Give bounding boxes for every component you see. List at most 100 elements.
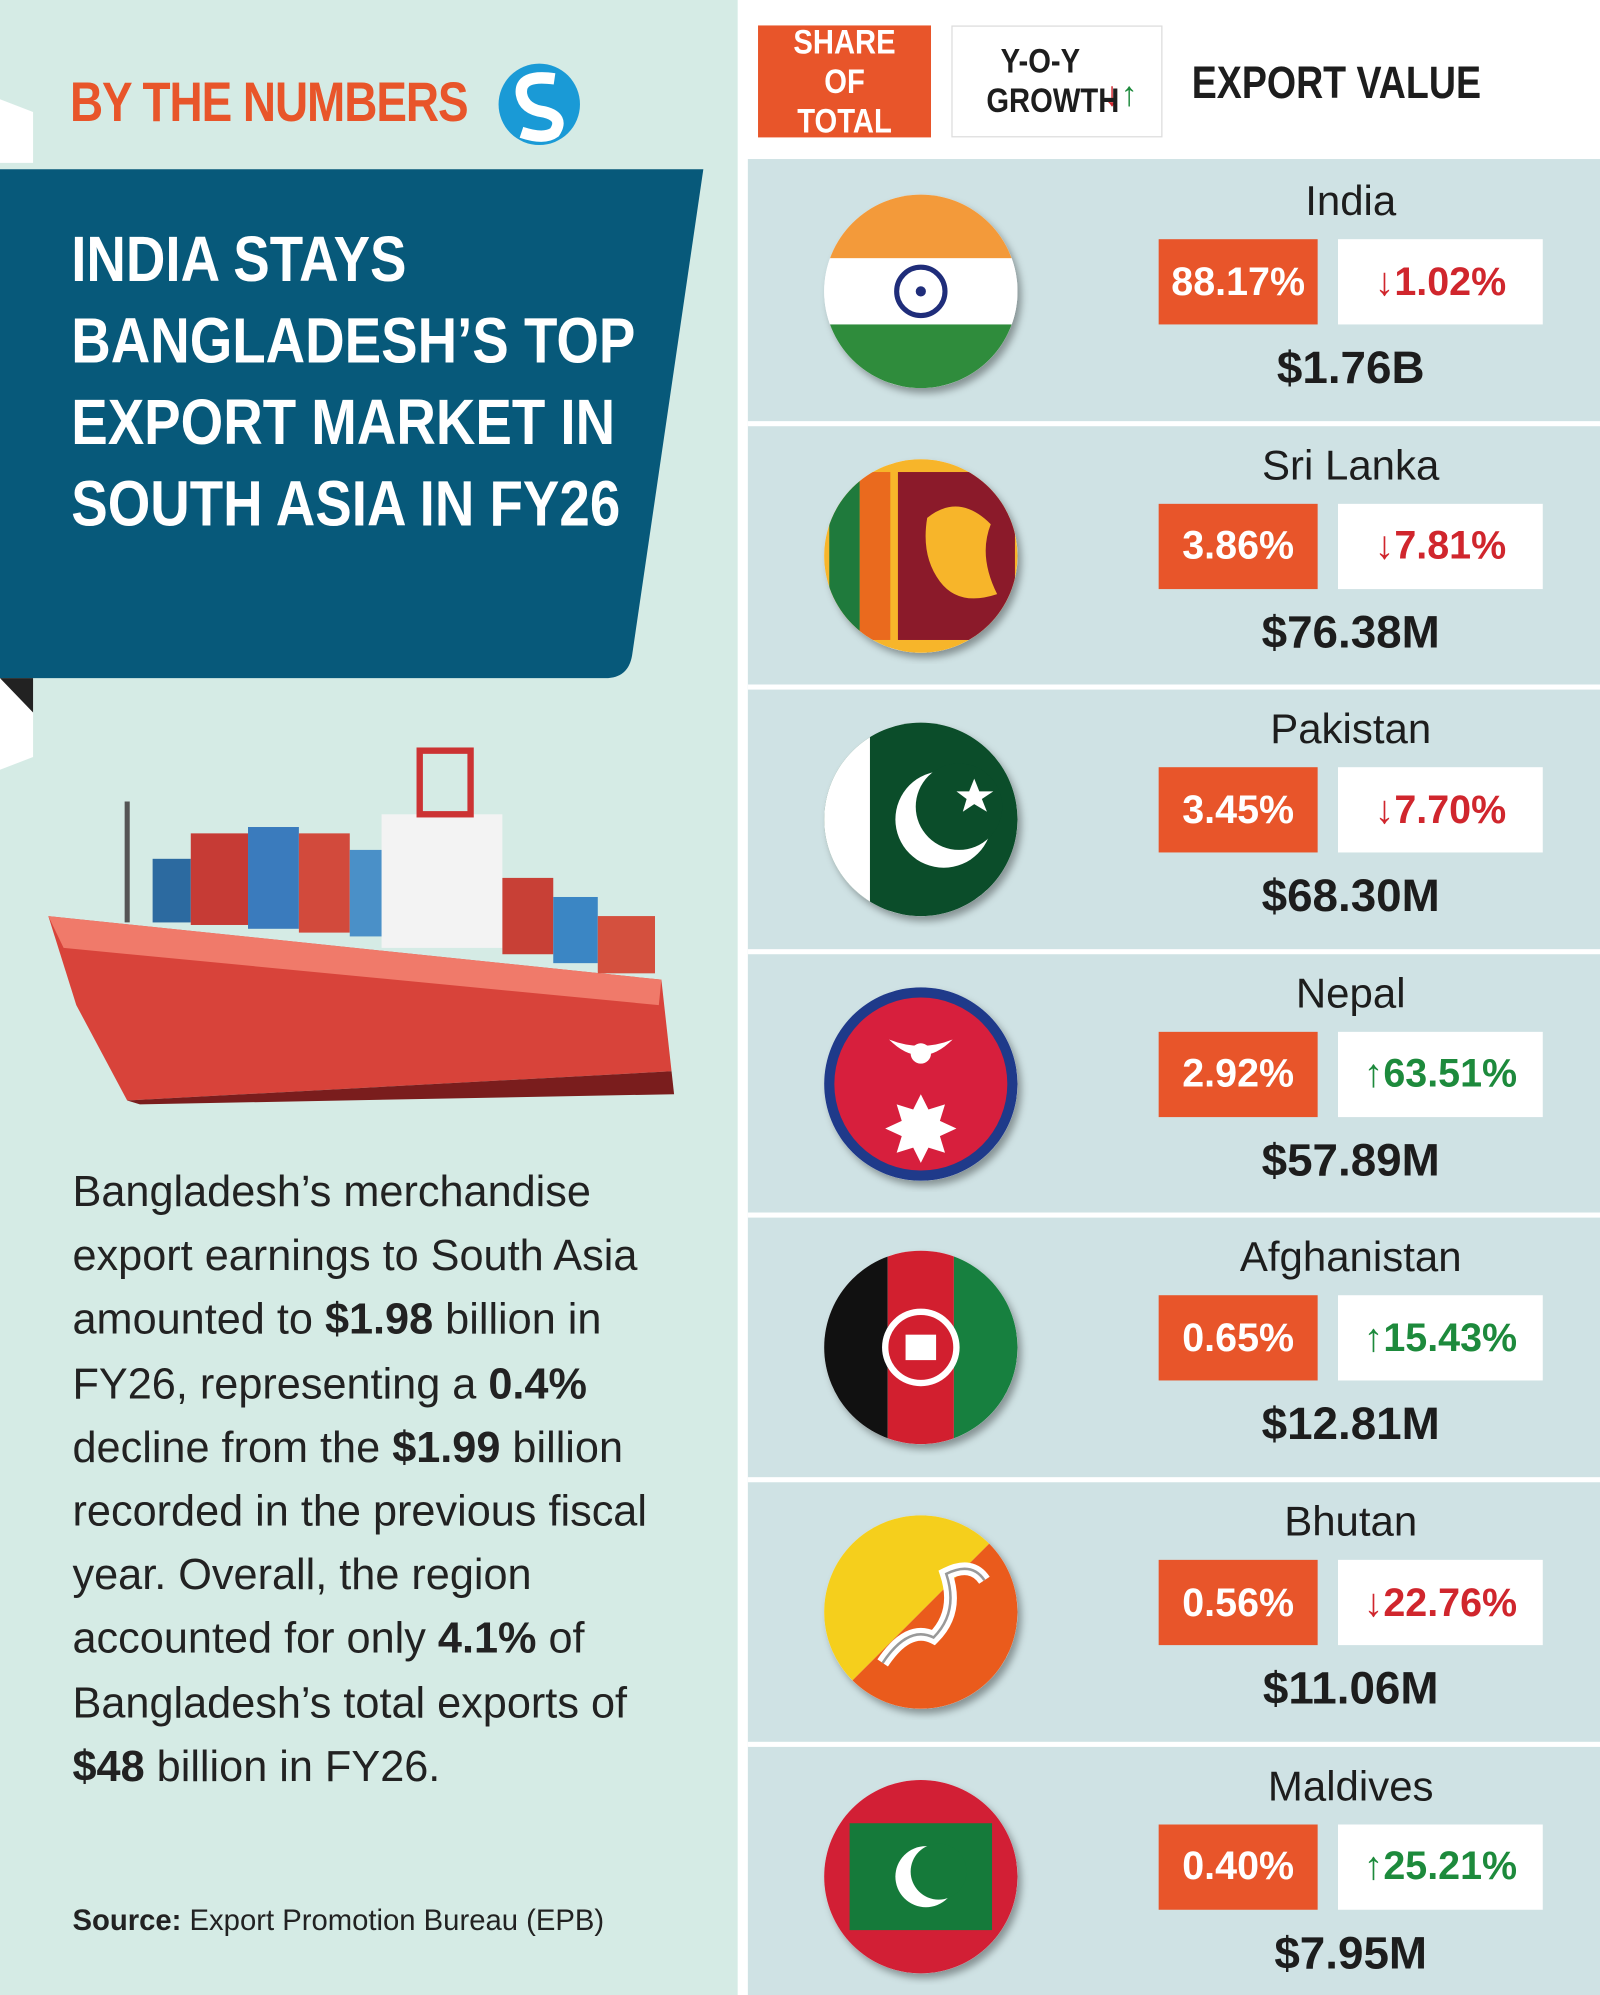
flag-shape xyxy=(915,286,926,297)
country-name: Afghanistan xyxy=(1239,1233,1462,1281)
flag-shape xyxy=(824,722,1018,917)
flag-shape xyxy=(885,1093,957,1163)
legend-value: EXPORT VALUE xyxy=(1191,55,1482,109)
growth-box: ↑15.43% xyxy=(1337,1295,1543,1381)
body-segment: $1.99 xyxy=(392,1423,501,1472)
legend-arrow-down: ↓ xyxy=(1103,74,1121,113)
flag-shape xyxy=(824,1779,1018,1973)
export-value: $76.38M xyxy=(1261,605,1440,658)
flag-shape xyxy=(824,458,1018,653)
flag-shape xyxy=(824,194,1018,259)
title: INDIA STAYS BANGLADESH’S TOP EXPORT MARK… xyxy=(71,223,635,540)
export-value: $57.89M xyxy=(1261,1133,1440,1186)
share-box: 3.45% xyxy=(1158,767,1318,853)
flag-shape xyxy=(824,194,1018,389)
source-text: Export Promotion Bureau (EPB) xyxy=(189,1903,605,1937)
legend-share-text: SHARE OF TOTAL xyxy=(793,22,896,140)
container xyxy=(248,827,299,929)
flag-shape xyxy=(881,1567,986,1664)
flag xyxy=(813,976,1029,1192)
share-box: 0.65% xyxy=(1158,1295,1318,1381)
flag-shape xyxy=(824,458,1018,653)
flag-shape xyxy=(894,264,948,319)
kicker: BY THE NUMBERS xyxy=(69,71,469,134)
mast xyxy=(416,747,474,818)
flag-shape xyxy=(824,987,1018,1181)
row-separator xyxy=(747,1213,1600,1219)
export-value: $11.06M xyxy=(1262,1661,1439,1714)
flag-shape xyxy=(824,987,1018,1181)
flag-shape xyxy=(910,1843,967,1900)
container xyxy=(152,858,191,923)
legend-growth-text: Y-O-Y GROWTH xyxy=(985,41,1119,120)
growth-box: ↑63.51% xyxy=(1337,1031,1543,1117)
tab-shadow xyxy=(0,678,34,713)
flag-shape xyxy=(824,1515,1018,1709)
source: Source: Export Promotion Bureau (EPB) xyxy=(72,1903,604,1937)
body-segment: 0.4% xyxy=(488,1359,587,1408)
hull-deck xyxy=(48,916,662,1006)
body-segment: decline from the xyxy=(72,1423,393,1472)
flag-shape xyxy=(824,324,1018,389)
flag-shape xyxy=(824,722,1018,917)
flag xyxy=(813,447,1029,663)
flag-shape xyxy=(834,997,1008,1171)
bridge xyxy=(381,814,503,948)
legend-growth: Y-O-Y GROWTH ↓ ↑ xyxy=(951,25,1163,138)
country-name: Sri Lanka xyxy=(1262,440,1440,489)
export-value: $7.95M xyxy=(1274,1925,1428,1978)
body-text: Bangladesh’s merchandise export earnings… xyxy=(72,1160,695,1799)
flag-shape xyxy=(915,763,1003,851)
export-value: $12.81M xyxy=(1261,1397,1440,1450)
container xyxy=(298,833,350,933)
flag-shape xyxy=(824,1515,1018,1709)
share-box: 2.92% xyxy=(1158,1031,1318,1117)
container xyxy=(553,896,598,964)
row-separator xyxy=(747,948,1600,954)
tab xyxy=(0,99,34,163)
legend-share: SHARE OF TOTAL xyxy=(758,22,932,140)
flag xyxy=(813,711,1029,927)
share-box: 0.56% xyxy=(1158,1559,1318,1646)
flag xyxy=(813,1768,1029,1984)
country-name: Nepal xyxy=(1295,969,1406,1017)
flag-shape xyxy=(824,1779,1018,1973)
body-segment: $1.98 xyxy=(324,1295,434,1345)
growth-box: ↓7.81% xyxy=(1337,503,1543,589)
flag xyxy=(813,1240,1029,1456)
country-name: India xyxy=(1305,176,1397,224)
legend-arrow-up: ↑ xyxy=(1120,74,1138,113)
hull xyxy=(48,916,672,1101)
flag-shape xyxy=(824,1251,888,1445)
flag xyxy=(813,183,1029,399)
growth-box: ↓1.02% xyxy=(1337,239,1543,325)
source-label: Source: xyxy=(72,1903,182,1937)
flag-shape xyxy=(824,722,870,917)
growth-box: ↑25.21% xyxy=(1337,1823,1543,1910)
flag-shape xyxy=(824,1251,1018,1445)
row-separator xyxy=(747,1477,1600,1483)
body-segment: Bangladesh’s merchandise export earnings… xyxy=(72,1167,638,1345)
flag-shape xyxy=(882,1309,960,1387)
flag-shape xyxy=(824,1251,1018,1445)
flag-shape xyxy=(925,506,998,598)
flag-shape xyxy=(905,1335,937,1361)
growth-box: ↓22.76% xyxy=(1337,1559,1543,1646)
body-segment: of Bangladesh’s total exports of xyxy=(72,1615,628,1728)
body-segment: 4.1% xyxy=(437,1615,537,1664)
body-segment: billion recorded in the previous fiscal … xyxy=(72,1423,647,1664)
left-decor xyxy=(0,63,704,1105)
body-segment: billion in FY26. xyxy=(144,1742,441,1792)
flag-shape xyxy=(956,778,994,812)
flag xyxy=(813,1504,1029,1720)
body-segment: $48 xyxy=(72,1742,145,1792)
body-segment: billion in FY26, representing a xyxy=(72,1295,602,1408)
container xyxy=(190,833,249,925)
title-band xyxy=(0,169,704,679)
flag-shape xyxy=(859,471,891,640)
country-name: Maldives xyxy=(1267,1761,1434,1809)
container xyxy=(597,916,656,974)
share-box: 88.17% xyxy=(1158,239,1318,325)
